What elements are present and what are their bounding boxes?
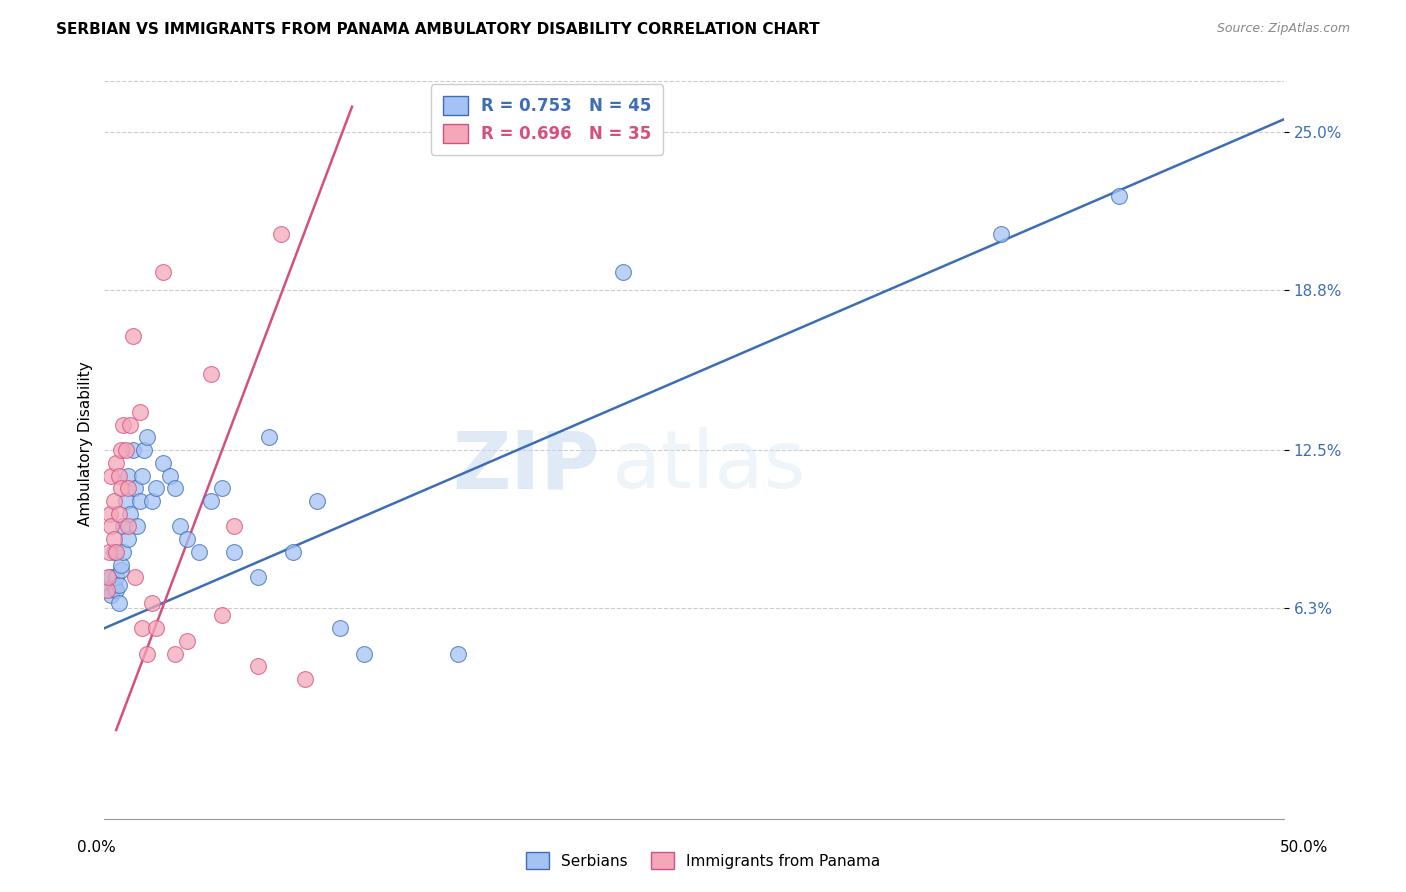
Point (103, 532, 125, 546)
Point (103, 494, 125, 508)
Point (110, 443, 132, 458)
Text: Source: ZipAtlas.com: Source: ZipAtlas.com (1216, 22, 1350, 36)
Point (97, 570, 120, 584)
Point (141, 494, 163, 508)
Point (98, 507, 121, 521)
Point (270, 227, 292, 241)
Text: SERBIAN VS IMMIGRANTS FROM PANAMA AMBULATORY DISABILITY CORRELATION CHART: SERBIAN VS IMMIGRANTS FROM PANAMA AMBULA… (56, 22, 820, 37)
Point (112, 545, 135, 559)
Point (246, 659, 269, 673)
Legend: R = 0.753   N = 45, R = 0.696   N = 35: R = 0.753 N = 45, R = 0.696 N = 35 (432, 85, 664, 154)
Point (103, 545, 125, 559)
Point (124, 570, 146, 584)
Point (105, 570, 128, 584)
Point (110, 563, 132, 577)
Point (98, 545, 121, 559)
Point (165, 647, 187, 661)
Point (96, 582, 118, 597)
Point (120, 507, 142, 521)
Point (187, 545, 209, 559)
Point (100, 588, 122, 602)
Point (176, 634, 198, 648)
Point (612, 265, 634, 279)
Point (120, 417, 142, 432)
Point (110, 558, 132, 572)
Point (105, 545, 128, 559)
Point (135, 647, 157, 661)
Point (152, 456, 174, 470)
Point (100, 519, 122, 533)
Point (281, 545, 304, 559)
Text: 0.0%: 0.0% (77, 840, 117, 855)
Point (105, 582, 128, 597)
Point (110, 481, 132, 495)
Point (107, 596, 129, 610)
Point (447, 647, 470, 661)
Text: 50.0%: 50.0% (1281, 840, 1329, 855)
Point (165, 481, 187, 495)
Point (100, 468, 122, 483)
Point (114, 494, 136, 508)
Point (117, 532, 139, 546)
Point (200, 367, 222, 381)
Point (121, 443, 143, 458)
Point (159, 468, 181, 483)
Point (117, 468, 139, 483)
Point (135, 430, 157, 444)
Point (112, 519, 135, 533)
Text: ZIP: ZIP (453, 427, 600, 505)
Y-axis label: Ambulatory Disability: Ambulatory Disability (79, 361, 93, 526)
Point (305, 494, 328, 508)
Point (224, 545, 246, 559)
Point (103, 578, 125, 592)
Point (141, 596, 163, 610)
Point (211, 608, 233, 623)
Point (246, 570, 269, 584)
Point (1108, 188, 1130, 202)
Point (98, 582, 121, 597)
Point (145, 621, 167, 635)
Text: atlas: atlas (612, 427, 806, 505)
Point (134, 443, 156, 458)
Point (131, 621, 153, 635)
Point (990, 227, 1012, 241)
Point (152, 265, 174, 279)
Point (105, 456, 128, 470)
Point (124, 481, 146, 495)
Point (294, 672, 316, 686)
Point (329, 621, 352, 635)
Point (211, 481, 233, 495)
Point (117, 481, 139, 495)
Point (107, 468, 129, 483)
Point (121, 328, 143, 343)
Point (145, 481, 167, 495)
Point (259, 430, 281, 444)
Point (107, 507, 129, 521)
Point (200, 494, 222, 508)
Point (127, 519, 149, 533)
Point (100, 570, 122, 584)
Point (114, 443, 136, 458)
Point (107, 578, 129, 592)
Point (117, 519, 139, 533)
Point (128, 494, 150, 508)
Legend: Serbians, Immigrants from Panama: Serbians, Immigrants from Panama (520, 846, 886, 875)
Point (224, 519, 246, 533)
Point (176, 532, 198, 546)
Point (131, 468, 153, 483)
Point (128, 405, 150, 419)
Point (169, 519, 191, 533)
Point (112, 417, 135, 432)
Point (353, 647, 375, 661)
